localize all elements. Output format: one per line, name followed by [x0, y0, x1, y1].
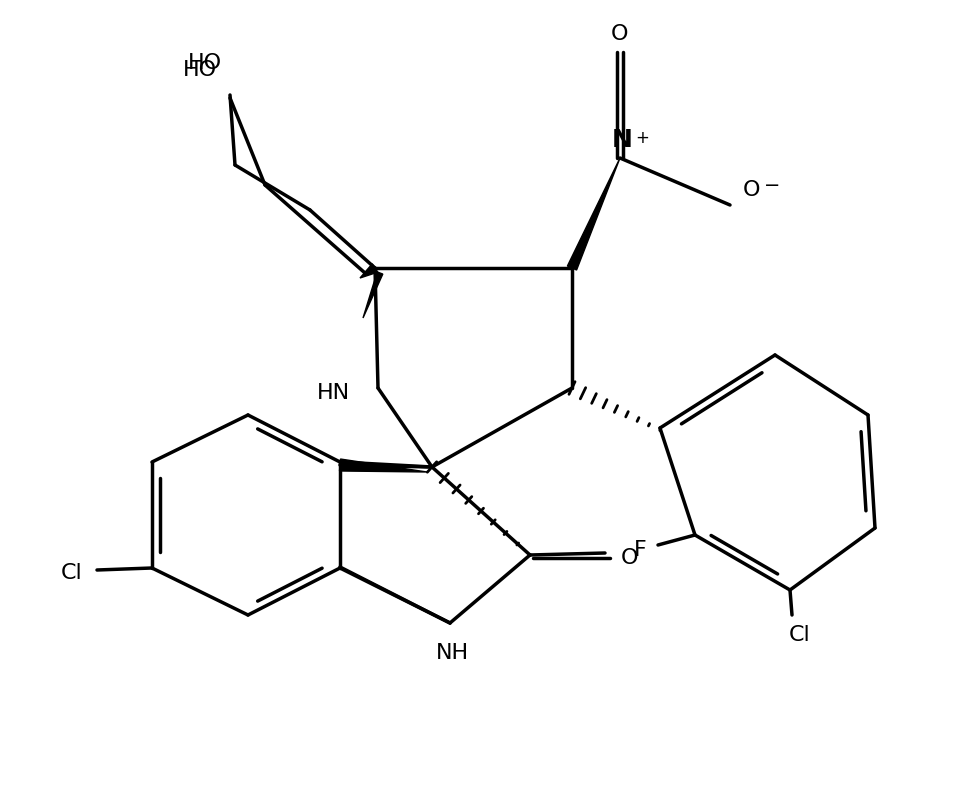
Text: NH: NH — [435, 643, 468, 663]
Text: O: O — [611, 24, 628, 44]
Text: F: F — [633, 540, 646, 560]
Text: HO: HO — [183, 60, 217, 80]
Text: Cl: Cl — [788, 625, 810, 645]
Text: O: O — [743, 180, 760, 200]
Text: +: + — [634, 129, 649, 147]
Text: Cl: Cl — [61, 563, 83, 583]
Polygon shape — [362, 272, 382, 318]
Polygon shape — [339, 459, 427, 472]
Text: HN: HN — [317, 383, 349, 403]
Text: N: N — [611, 128, 632, 152]
Text: −: − — [763, 175, 780, 194]
Polygon shape — [360, 264, 377, 278]
Text: O: O — [620, 548, 638, 568]
Text: HO: HO — [188, 53, 222, 73]
Polygon shape — [567, 158, 619, 270]
